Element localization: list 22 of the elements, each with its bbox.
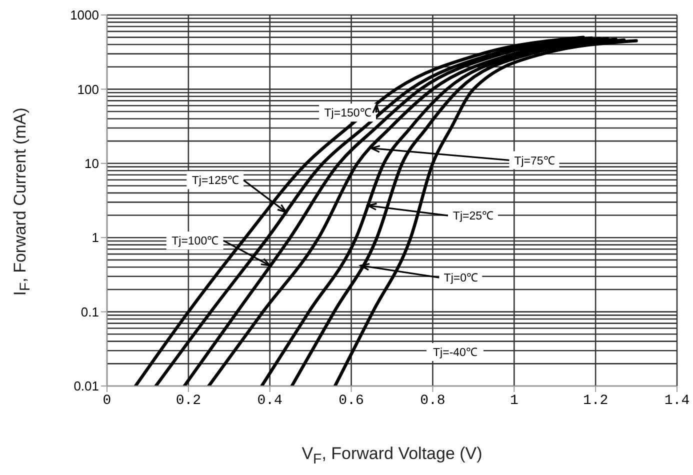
x-tick-label: 1.2 (582, 392, 608, 409)
annotation: Tj=100℃ (172, 236, 220, 248)
x-tick-label: 0.8 (420, 392, 446, 409)
x-tick-label: 0.2 (176, 392, 202, 409)
x-tick-label: 0.6 (338, 392, 364, 409)
x-tick-label: 1 (510, 392, 518, 409)
annotation: Tj=25℃ (452, 210, 494, 223)
y-tick-label: 10 (84, 156, 99, 172)
annotation: Tj=150℃ (324, 108, 372, 120)
y-tick-label: 0.1 (80, 304, 99, 320)
y-tick-label: 100 (77, 82, 99, 97)
x-tick-label: 0.4 (257, 392, 282, 409)
y-tick-label: 1 (92, 230, 99, 246)
x-tick-label: 0 (102, 392, 112, 409)
annotation: Tj=-40℃ (433, 347, 478, 359)
y-tick-label: 0.01 (74, 378, 99, 394)
x-tick-label: 1.4 (664, 392, 690, 409)
annotation: Tj=0℃ (444, 272, 478, 285)
x-axis-title: V$_{F}$, Forward Voltage (V) (302, 444, 482, 468)
y-tick-label: 1000 (70, 8, 99, 23)
annotation: Tj=125℃ (192, 175, 240, 188)
annotation: Tj=75℃ (514, 155, 556, 168)
